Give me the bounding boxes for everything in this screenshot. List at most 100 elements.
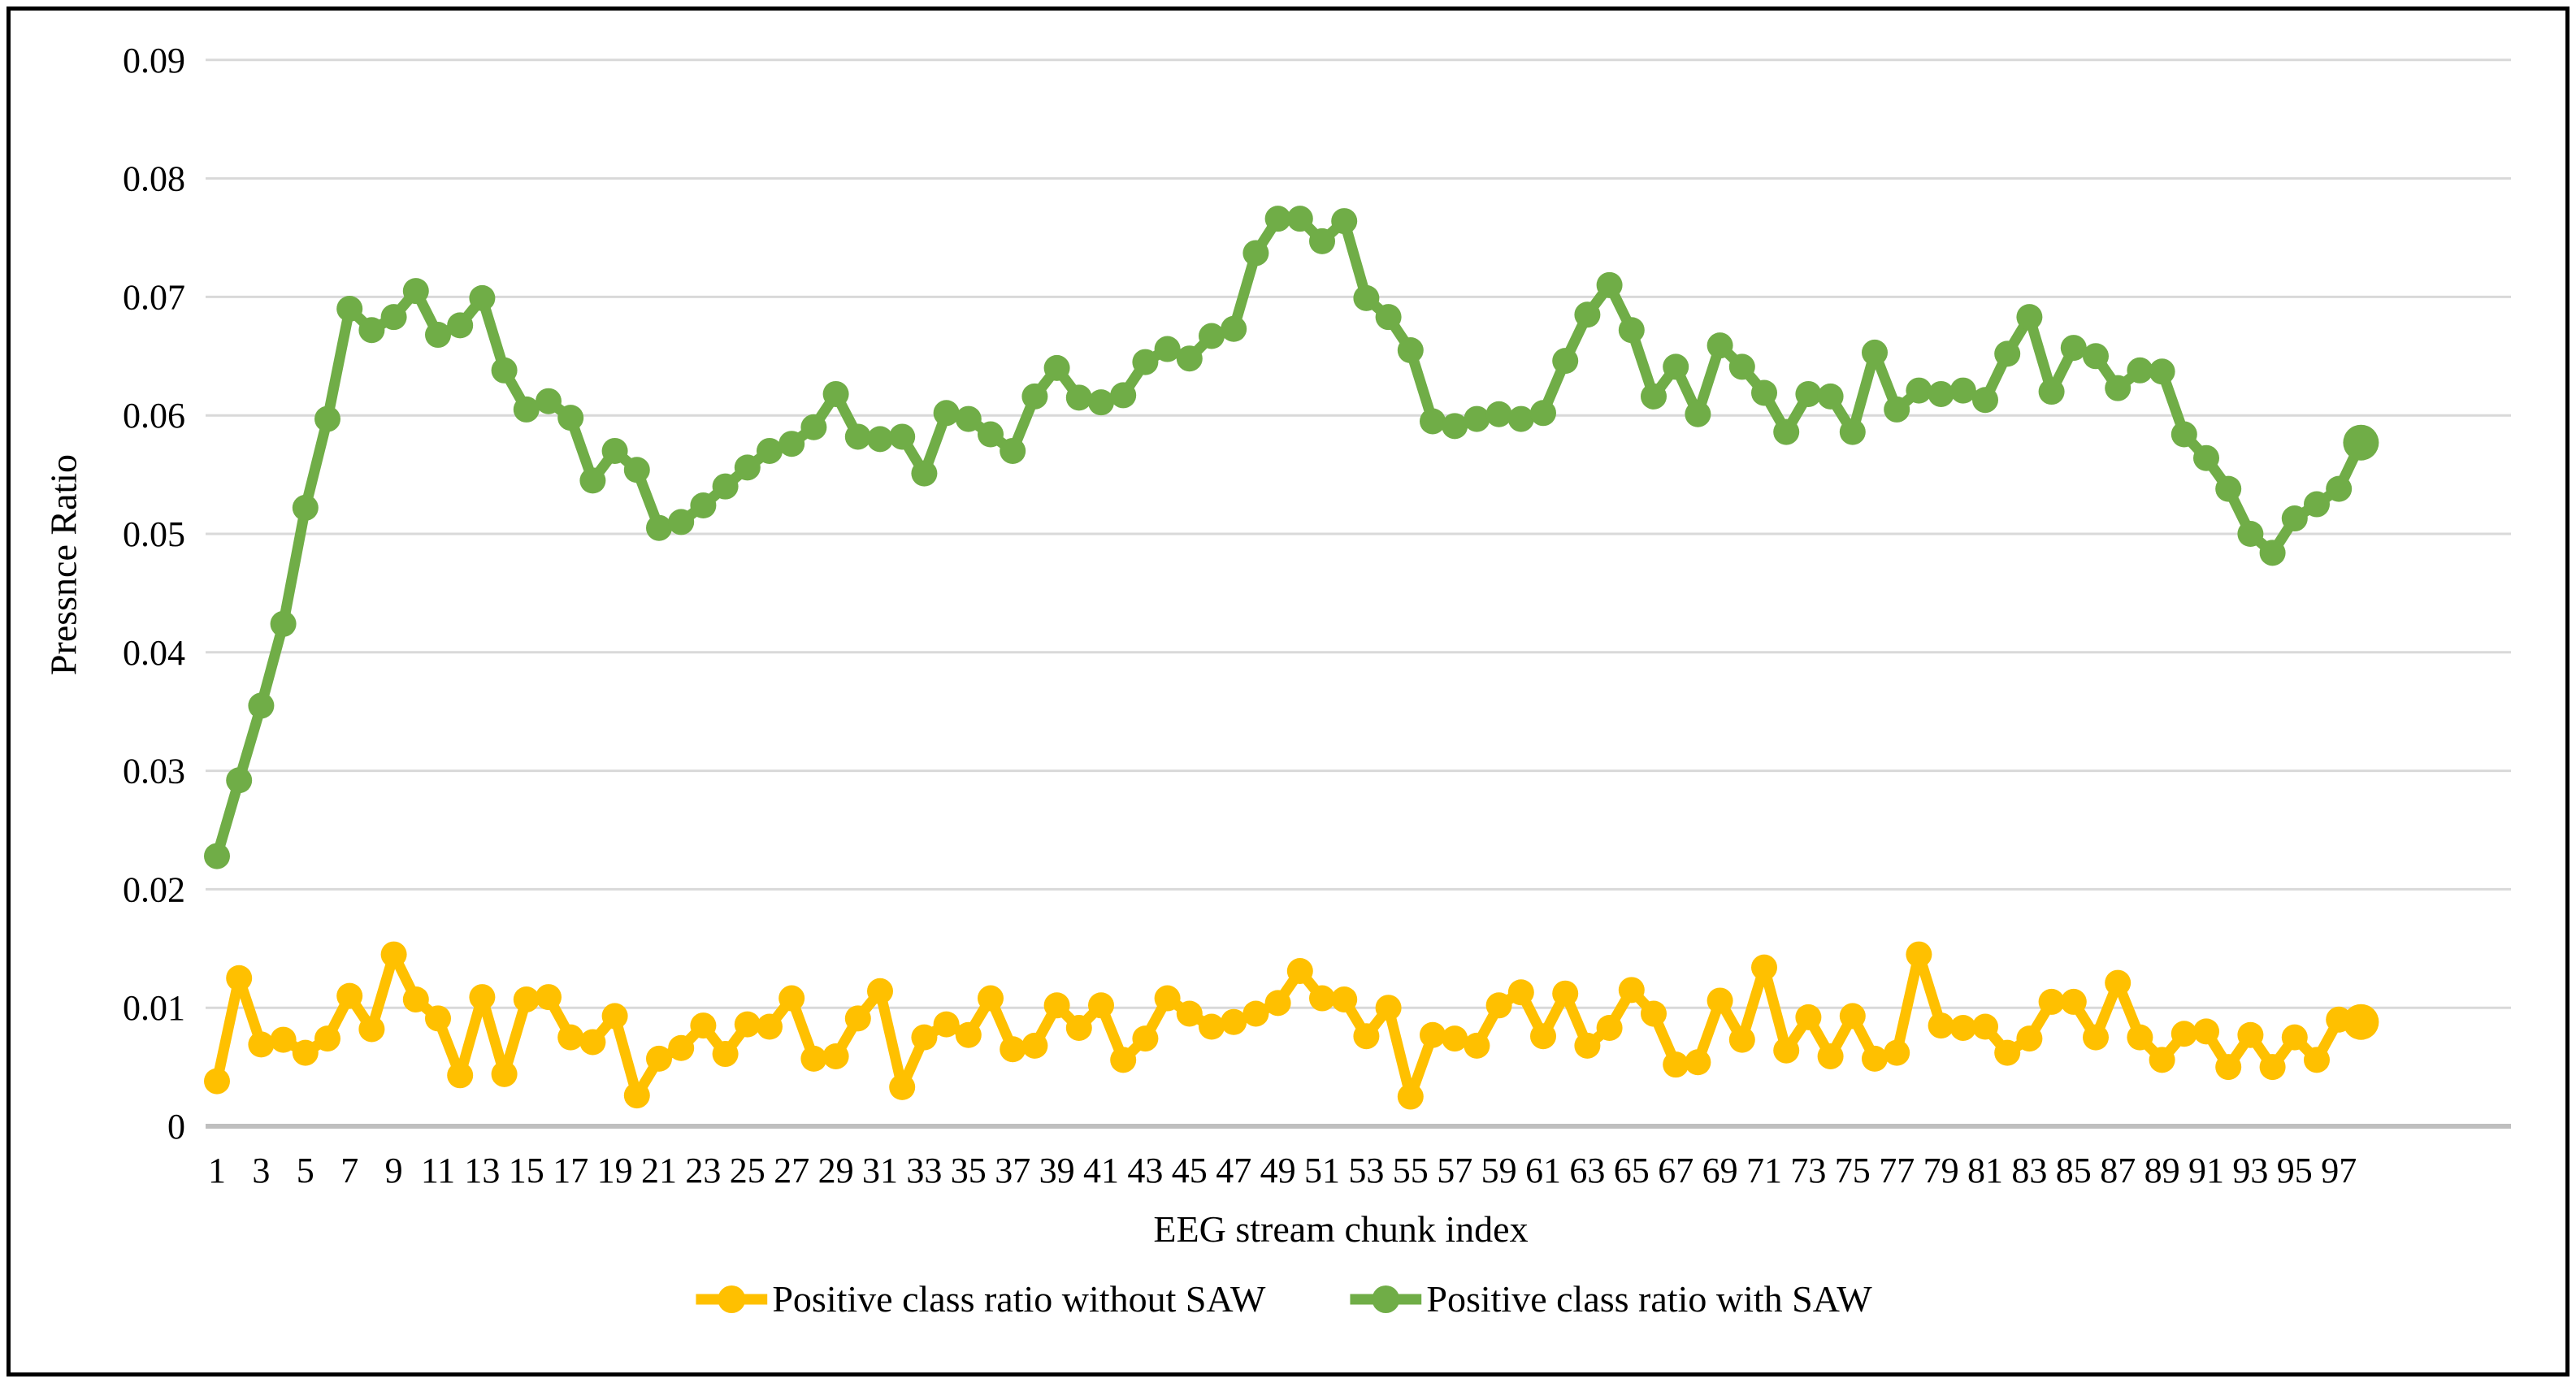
- data-point-marker[interactable]: [1618, 977, 1645, 1004]
- data-point-marker[interactable]: [1442, 1025, 1468, 1052]
- data-point-marker[interactable]: [1132, 1025, 1159, 1052]
- data-point-marker[interactable]: [2281, 505, 2308, 532]
- data-point-marker[interactable]: [2038, 379, 2065, 405]
- data-point-marker[interactable]: [1199, 1013, 1225, 1040]
- data-point-marker[interactable]: [1862, 1045, 1888, 1072]
- data-point-marker[interactable]: [1331, 208, 1358, 235]
- data-point-marker[interactable]: [425, 1005, 451, 1032]
- data-point-marker[interactable]: [402, 986, 429, 1012]
- data-point-marker[interactable]: [1994, 340, 2021, 367]
- data-point-marker[interactable]: [2038, 988, 2065, 1015]
- data-point-marker[interactable]: [1464, 1032, 1490, 1059]
- data-point-marker[interactable]: [226, 767, 253, 794]
- data-point-marker[interactable]: [402, 278, 429, 305]
- data-point-marker[interactable]: [1663, 353, 1689, 380]
- data-point-marker[interactable]: [336, 982, 363, 1009]
- data-point-marker[interactable]: [447, 1062, 474, 1089]
- data-point-marker[interactable]: [978, 421, 1004, 448]
- data-point-marker[interactable]: [248, 1031, 275, 1058]
- data-point-marker[interactable]: [1751, 379, 1777, 406]
- data-point-marker[interactable]: [1507, 979, 1534, 1006]
- data-point-marker[interactable]: [579, 467, 606, 494]
- data-point-marker[interactable]: [1221, 315, 1247, 342]
- data-point-marker[interactable]: [1309, 985, 1335, 1012]
- data-point-marker[interactable]: [867, 426, 893, 453]
- data-point-marker[interactable]: [2105, 375, 2131, 401]
- data-point-marker[interactable]: [668, 509, 695, 535]
- data-point-marker[interactable]: [2171, 421, 2197, 448]
- data-point-marker[interactable]: [1353, 284, 1380, 311]
- data-point-marker[interactable]: [1928, 1012, 1954, 1039]
- data-point-marker[interactable]: [889, 423, 916, 450]
- data-point-marker[interactable]: [314, 1025, 340, 1052]
- data-point-marker[interactable]: [2343, 424, 2379, 461]
- data-point-marker[interactable]: [1685, 1049, 1711, 1076]
- data-point-marker[interactable]: [1618, 317, 1645, 344]
- data-point-marker[interactable]: [1641, 383, 1667, 410]
- data-point-marker[interactable]: [734, 1011, 761, 1038]
- data-point-marker[interactable]: [1088, 992, 1114, 1019]
- data-point-marker[interactable]: [2343, 1004, 2379, 1040]
- data-point-marker[interactable]: [690, 1012, 717, 1039]
- data-point-marker[interactable]: [248, 692, 275, 719]
- data-point-marker[interactable]: [1641, 1000, 1667, 1027]
- data-point-marker[interactable]: [270, 1026, 297, 1053]
- data-point-marker[interactable]: [2281, 1024, 2308, 1051]
- data-point-marker[interactable]: [800, 1045, 827, 1072]
- data-point-marker[interactable]: [380, 304, 407, 331]
- data-point-marker[interactable]: [204, 1068, 230, 1095]
- data-point-marker[interactable]: [1728, 1026, 1755, 1053]
- data-point-marker[interactable]: [1065, 384, 1092, 411]
- data-point-marker[interactable]: [513, 986, 540, 1012]
- data-point-marker[interactable]: [1552, 348, 1579, 375]
- data-point-marker[interactable]: [1397, 1083, 1424, 1110]
- data-point-marker[interactable]: [1906, 377, 1932, 404]
- data-point-marker[interactable]: [1331, 986, 1358, 1012]
- data-point-marker[interactable]: [1000, 1036, 1026, 1063]
- data-point-marker[interactable]: [1949, 1014, 1976, 1041]
- data-point-marker[interactable]: [1574, 301, 1601, 328]
- data-point-marker[interactable]: [1507, 405, 1534, 432]
- data-point-marker[interactable]: [867, 978, 893, 1004]
- data-point-marker[interactable]: [800, 414, 827, 440]
- data-point-marker[interactable]: [1309, 228, 1335, 254]
- data-point-marker[interactable]: [1552, 980, 1579, 1007]
- data-point-marker[interactable]: [226, 965, 253, 991]
- data-point-marker[interactable]: [601, 437, 628, 464]
- data-point-marker[interactable]: [1043, 992, 1070, 1019]
- data-point-marker[interactable]: [1949, 377, 1976, 404]
- data-point-marker[interactable]: [2105, 969, 2131, 996]
- data-point-marker[interactable]: [1574, 1032, 1601, 1059]
- data-point-marker[interactable]: [270, 610, 297, 637]
- data-point-marker[interactable]: [1706, 332, 1733, 359]
- data-point-marker[interactable]: [1154, 336, 1181, 362]
- data-point-marker[interactable]: [1420, 1021, 1446, 1048]
- data-point-marker[interactable]: [204, 843, 230, 869]
- data-point-marker[interactable]: [2259, 540, 2286, 566]
- data-point-marker[interactable]: [425, 322, 451, 349]
- data-point-marker[interactable]: [2215, 1054, 2242, 1081]
- data-point-marker[interactable]: [778, 431, 805, 457]
- data-point-marker[interactable]: [2171, 1021, 2197, 1047]
- data-point-marker[interactable]: [1928, 380, 1954, 407]
- data-point-marker[interactable]: [1884, 396, 1910, 423]
- data-point-marker[interactable]: [646, 1045, 672, 1072]
- data-point-marker[interactable]: [1530, 400, 1556, 427]
- data-point-marker[interactable]: [1065, 1014, 1092, 1041]
- data-point-marker[interactable]: [712, 1041, 739, 1068]
- data-point-marker[interactable]: [1264, 206, 1291, 232]
- data-point-marker[interactable]: [358, 1016, 385, 1043]
- data-point-marker[interactable]: [1994, 1039, 2021, 1066]
- data-point-marker[interactable]: [2060, 988, 2087, 1015]
- data-point-marker[interactable]: [623, 457, 650, 483]
- data-point-marker[interactable]: [1530, 1023, 1556, 1050]
- data-point-marker[interactable]: [2193, 444, 2219, 471]
- data-point-marker[interactable]: [1685, 401, 1711, 427]
- data-point-marker[interactable]: [2149, 358, 2175, 385]
- data-point-marker[interactable]: [469, 284, 496, 311]
- data-point-marker[interactable]: [1817, 1043, 1844, 1069]
- data-point-marker[interactable]: [1485, 992, 1512, 1019]
- data-point-marker[interactable]: [712, 473, 739, 500]
- data-point-marker[interactable]: [778, 985, 805, 1012]
- data-point-marker[interactable]: [1021, 1032, 1048, 1059]
